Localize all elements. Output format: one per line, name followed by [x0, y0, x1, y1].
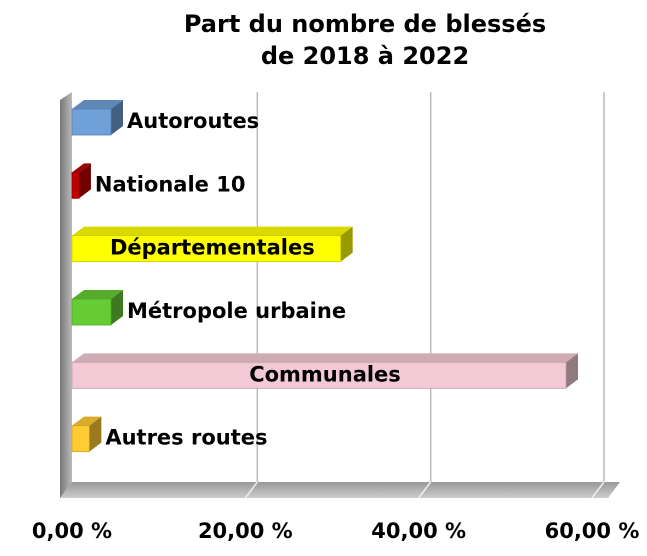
bar-top: [72, 226, 353, 236]
x-tick-label: 60,00 %: [545, 519, 640, 543]
bar: [71, 171, 80, 199]
category-label: Nationale 10: [95, 172, 246, 196]
category-label: Autoroutes: [127, 109, 259, 133]
bar: [71, 235, 342, 263]
chart-title: Part du nombre de blessés de 2018 à 2022: [183, 10, 547, 70]
grid-line: [418, 481, 432, 499]
bar-side: [566, 353, 578, 389]
x-tick-label: 20,00 %: [198, 519, 293, 543]
bar: [71, 298, 112, 326]
grid-line: [244, 481, 258, 499]
bar-top: [72, 353, 578, 363]
category-label: Métropole urbaine: [127, 299, 346, 323]
left-wall: [60, 92, 72, 498]
bar-side: [89, 416, 102, 452]
floor: [60, 482, 620, 498]
bar-side: [111, 100, 123, 135]
bar: [71, 361, 567, 389]
category-label: Autres routes: [105, 426, 267, 450]
grid-line: [591, 481, 605, 499]
category-label: Départementales: [110, 236, 315, 260]
bar-side: [340, 226, 353, 262]
bar-side: [111, 290, 123, 325]
bar-top: [72, 100, 123, 109]
bar: [71, 425, 90, 453]
x-tick-label: 40,00 %: [371, 519, 466, 543]
bar-top: [72, 290, 123, 299]
x-tick-label: 0,00 %: [32, 519, 112, 543]
bar-top: [72, 163, 91, 173]
category-label: Communales: [249, 362, 401, 386]
bar: [71, 108, 112, 136]
bar-top: [72, 416, 102, 426]
bar-side: [78, 163, 91, 199]
